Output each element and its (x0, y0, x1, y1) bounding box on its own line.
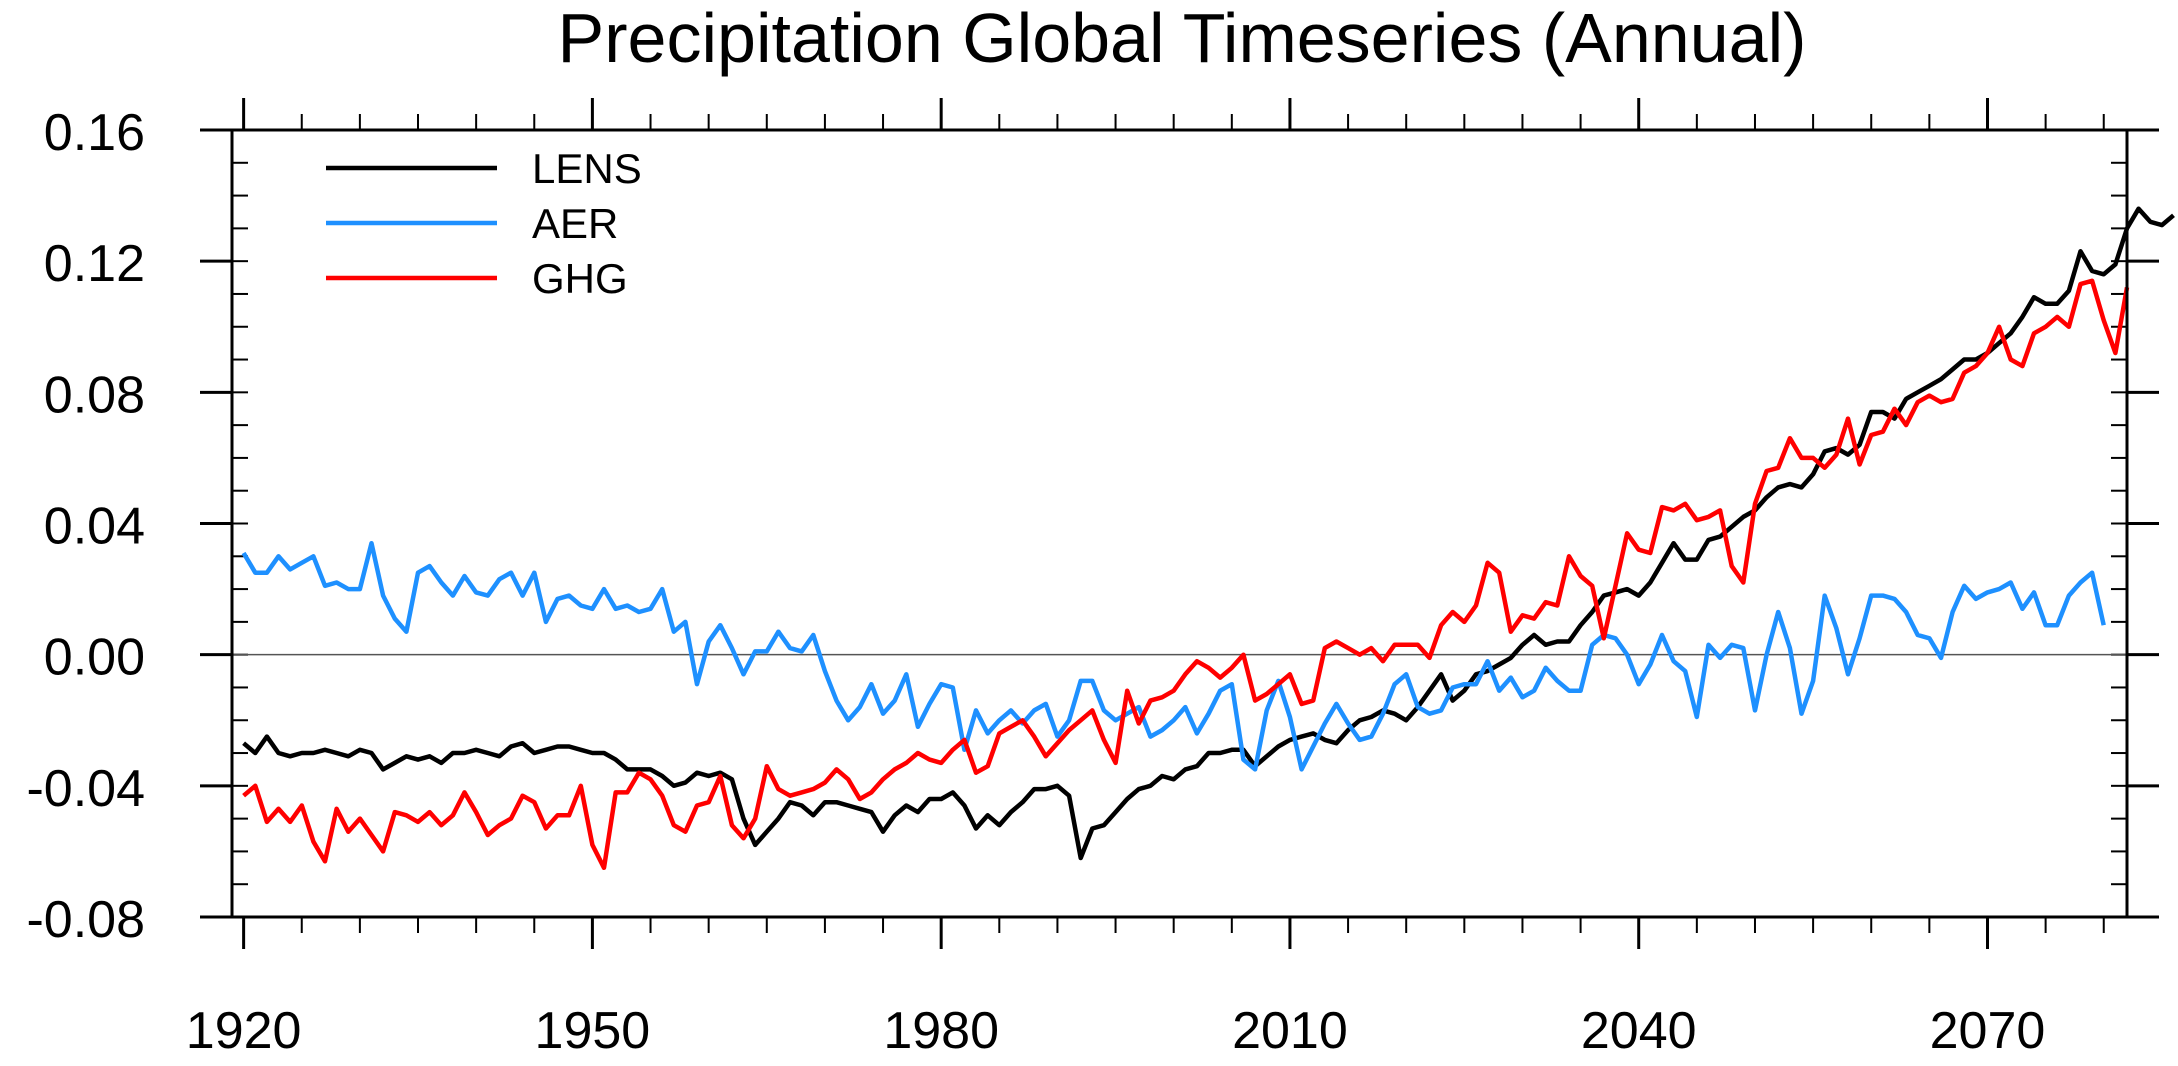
legend-label-ghg: GHG (532, 255, 628, 302)
y-tick-label: -0.08 (26, 891, 145, 949)
y-axis-tick-labels: -0.08 -0.04 0.00 0.04 0.08 0.12 0.16 (26, 104, 145, 949)
series-line-ghg (242, 278, 2130, 871)
y-tick-label: 0.12 (44, 235, 145, 293)
y-tick-label: 0.08 (44, 366, 145, 424)
series-line-lens (242, 206, 2175, 861)
legend-label-aer: AER (532, 200, 618, 247)
x-axis-tick-labels: 1920 1950 1980 2010 2040 2070 (186, 1002, 2046, 1060)
x-tick-label: 2070 (1930, 1002, 2046, 1060)
y-tick-label: 0.00 (44, 629, 145, 687)
x-tick-label: 1920 (186, 1002, 302, 1060)
x-tick-label: 1950 (535, 1002, 651, 1060)
legend: LENS AER GHG (326, 145, 642, 302)
chart-title: Precipitation Global Timeseries (Annual) (558, 0, 1807, 77)
series-line-aer (241, 540, 2106, 772)
x-tick-label: 1980 (883, 1002, 999, 1060)
y-tick-label: 0.04 (44, 498, 145, 556)
x-tick-label: 2040 (1581, 1002, 1697, 1060)
y-tick-label: 0.16 (44, 104, 145, 162)
series-lines (241, 206, 2175, 871)
major-ticks (200, 98, 2159, 949)
legend-label-lens: LENS (532, 145, 642, 192)
plot-frame (230, 128, 2129, 919)
x-tick-label: 2010 (1232, 1002, 1348, 1060)
y-tick-label: -0.04 (26, 760, 145, 818)
